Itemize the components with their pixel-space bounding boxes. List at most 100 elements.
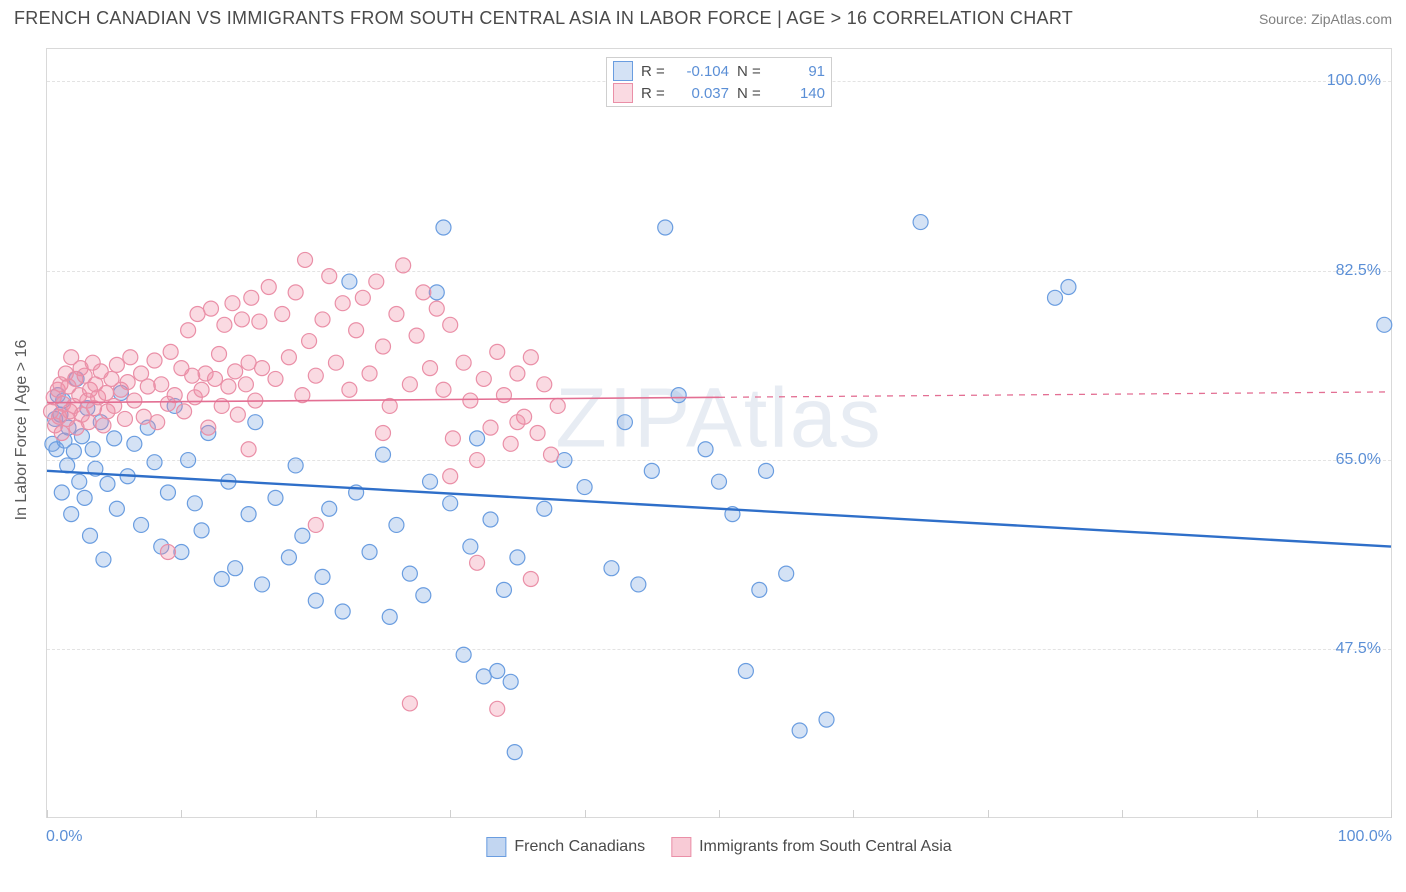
data-point bbox=[194, 523, 209, 538]
data-point bbox=[470, 555, 485, 570]
data-point bbox=[416, 588, 431, 603]
data-point bbox=[644, 463, 659, 478]
data-point bbox=[355, 290, 370, 305]
data-point bbox=[107, 431, 122, 446]
data-point bbox=[779, 566, 794, 581]
data-point bbox=[99, 385, 114, 400]
data-point bbox=[238, 377, 253, 392]
data-point bbox=[463, 539, 478, 554]
data-point bbox=[248, 415, 263, 430]
legend-R-label: R = bbox=[641, 63, 669, 80]
data-point bbox=[537, 377, 552, 392]
chart-title: FRENCH CANADIAN VS IMMIGRANTS FROM SOUTH… bbox=[14, 8, 1073, 29]
data-point bbox=[261, 279, 276, 294]
data-point bbox=[54, 485, 69, 500]
data-point bbox=[174, 544, 189, 559]
data-point bbox=[443, 496, 458, 511]
data-point bbox=[328, 355, 343, 370]
data-point bbox=[252, 314, 267, 329]
data-point bbox=[140, 379, 155, 394]
data-point bbox=[759, 463, 774, 478]
data-point bbox=[241, 355, 256, 370]
data-point bbox=[127, 393, 142, 408]
data-point bbox=[436, 220, 451, 235]
data-point bbox=[308, 593, 323, 608]
data-point bbox=[456, 647, 471, 662]
data-point bbox=[429, 301, 444, 316]
legend-N-label-2: N = bbox=[737, 85, 765, 102]
data-point bbox=[225, 296, 240, 311]
data-point bbox=[281, 550, 296, 565]
data-point bbox=[217, 317, 232, 332]
data-point bbox=[712, 474, 727, 489]
data-point bbox=[214, 572, 229, 587]
y-axis-title: In Labor Force | Age > 16 bbox=[13, 340, 31, 521]
legend-stats: R = -0.104 N = 91 R = 0.037 N = 140 bbox=[606, 57, 832, 107]
data-point bbox=[738, 663, 753, 678]
data-point bbox=[194, 382, 209, 397]
data-point bbox=[792, 723, 807, 738]
data-point bbox=[550, 398, 565, 413]
data-point bbox=[160, 485, 175, 500]
data-point bbox=[510, 415, 525, 430]
data-point bbox=[335, 296, 350, 311]
legend-swatch-blue bbox=[613, 61, 633, 81]
legend-item-2: Immigrants from South Central Asia bbox=[671, 837, 952, 857]
data-point bbox=[281, 350, 296, 365]
data-point bbox=[288, 285, 303, 300]
data-point bbox=[315, 569, 330, 584]
legend-R-value-1: -0.104 bbox=[677, 63, 729, 80]
data-point bbox=[631, 577, 646, 592]
data-point bbox=[409, 328, 424, 343]
data-point bbox=[187, 496, 202, 511]
legend-label-2: Immigrants from South Central Asia bbox=[699, 838, 952, 856]
data-point bbox=[147, 353, 162, 368]
data-point bbox=[181, 323, 196, 338]
data-point bbox=[476, 669, 491, 684]
data-point bbox=[147, 455, 162, 470]
data-point bbox=[530, 426, 545, 441]
plot-svg bbox=[47, 49, 1391, 817]
legend-stats-row-2: R = 0.037 N = 140 bbox=[613, 82, 825, 104]
legend-swatch-1 bbox=[486, 837, 506, 857]
data-point bbox=[308, 368, 323, 383]
data-point bbox=[463, 393, 478, 408]
data-point bbox=[658, 220, 673, 235]
data-point bbox=[230, 407, 245, 422]
data-point bbox=[423, 361, 438, 376]
data-point bbox=[617, 415, 632, 430]
data-point bbox=[64, 507, 79, 522]
data-point bbox=[66, 444, 81, 459]
source-label: Source: ZipAtlas.com bbox=[1259, 11, 1392, 27]
data-point bbox=[369, 274, 384, 289]
legend-swatch-2 bbox=[671, 837, 691, 857]
data-point bbox=[557, 453, 572, 468]
data-point bbox=[423, 474, 438, 489]
data-point bbox=[54, 426, 69, 441]
data-point bbox=[443, 469, 458, 484]
data-point bbox=[510, 366, 525, 381]
data-point bbox=[382, 609, 397, 624]
data-point bbox=[671, 388, 686, 403]
data-point bbox=[308, 517, 323, 532]
data-point bbox=[496, 582, 511, 597]
chart-area: ZIPAtlas 47.5%65.0%82.5%100.0% R = -0.10… bbox=[46, 48, 1392, 818]
data-point bbox=[349, 323, 364, 338]
data-point bbox=[154, 377, 169, 392]
data-point bbox=[443, 317, 458, 332]
legend-stats-row-1: R = -0.104 N = 91 bbox=[613, 60, 825, 82]
legend-R-value-2: 0.037 bbox=[677, 85, 729, 102]
data-point bbox=[100, 476, 115, 491]
data-point bbox=[255, 577, 270, 592]
data-point bbox=[81, 415, 96, 430]
data-point bbox=[913, 215, 928, 230]
data-point bbox=[483, 512, 498, 527]
data-point bbox=[208, 371, 223, 386]
data-point bbox=[470, 453, 485, 468]
data-point bbox=[85, 442, 100, 457]
data-point bbox=[389, 307, 404, 322]
data-point bbox=[362, 366, 377, 381]
data-point bbox=[212, 347, 227, 362]
data-point bbox=[268, 490, 283, 505]
data-point bbox=[470, 431, 485, 446]
